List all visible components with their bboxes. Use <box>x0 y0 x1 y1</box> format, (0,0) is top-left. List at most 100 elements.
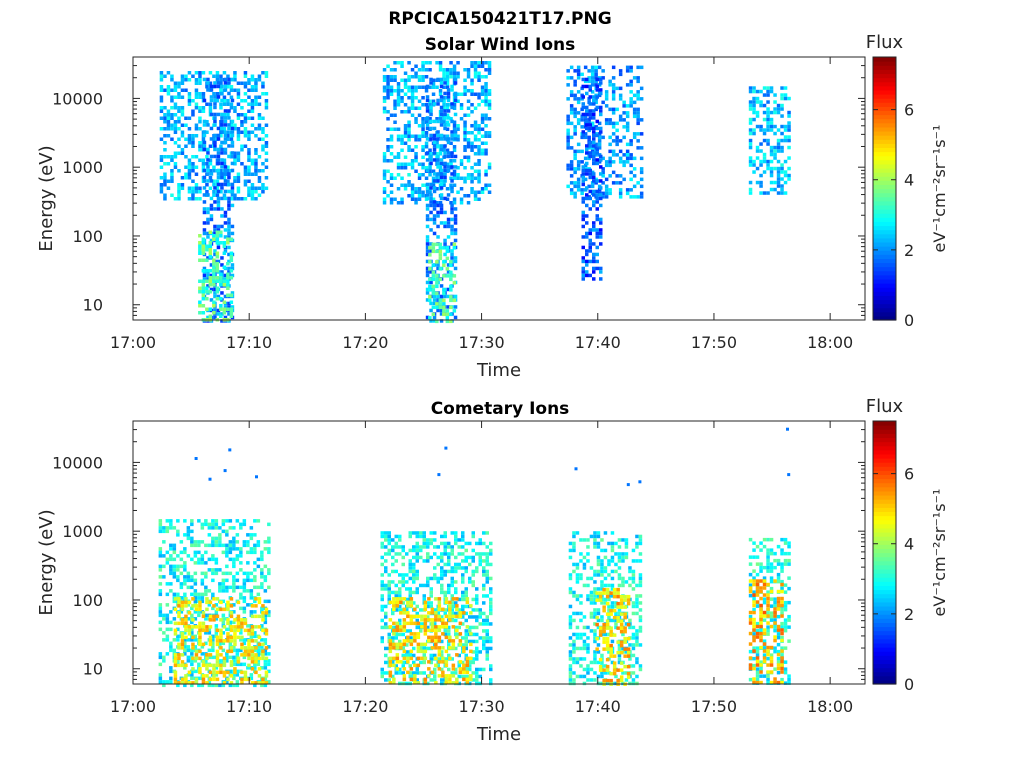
heatmap-cell-3 <box>417 134 422 138</box>
heatmap-cell-4 <box>432 231 437 236</box>
heatmap-cell-8 <box>776 103 781 108</box>
heatmap-cell-7 <box>585 196 589 201</box>
heatmap-cell-1 <box>206 207 210 211</box>
heatmap-cell-7 <box>595 252 599 257</box>
heatmap-cell-0 <box>218 533 222 537</box>
heatmap-cell-0 <box>222 130 227 134</box>
heatmap-cell-4 <box>593 541 597 546</box>
heatmap-cell-8 <box>776 145 781 150</box>
heatmap-cell-4 <box>610 559 615 563</box>
heatmap-cell-0 <box>256 557 261 562</box>
heatmap-cell-6 <box>566 83 570 87</box>
heatmap-cell-2 <box>447 629 451 633</box>
heatmap-cell-0 <box>261 127 265 131</box>
heatmap-cell-4 <box>439 133 444 138</box>
heatmap-cell-0 <box>162 613 166 618</box>
heatmap-cell-3 <box>431 92 436 96</box>
heatmap-cell-2 <box>201 283 206 287</box>
heatmap-cell-0 <box>187 176 192 180</box>
heatmap-cell-2 <box>419 646 423 651</box>
heatmap-cell-7 <box>588 112 592 117</box>
heatmap-cell-1 <box>226 639 230 643</box>
heatmap-cell-0 <box>170 123 174 127</box>
heatmap-cell-0 <box>211 655 215 660</box>
heatmap-cell-4 <box>600 580 604 584</box>
heatmap-cell-7 <box>592 112 596 117</box>
heatmap-cell-2 <box>454 601 458 605</box>
heatmap-cell-3 <box>417 197 422 201</box>
heatmap-cell-1 <box>205 625 209 629</box>
heatmap-cell-4 <box>621 681 625 686</box>
heatmap-cell-0 <box>197 683 201 688</box>
heatmap-cell-3 <box>470 64 474 68</box>
heatmap-cell-2 <box>215 269 220 273</box>
heatmap-cell-4 <box>617 576 622 581</box>
heatmap-cell-0 <box>232 620 236 625</box>
heatmap-cell-0 <box>159 71 164 75</box>
heatmap-cell-1 <box>223 305 228 309</box>
heatmap-cell-0 <box>176 634 180 639</box>
heatmap-cell-6 <box>625 149 630 154</box>
heatmap-cell-4 <box>443 77 447 82</box>
heatmap-cell-2 <box>461 538 465 542</box>
heatmap-cell-2 <box>408 664 412 668</box>
heatmap-cell-7 <box>581 256 585 260</box>
heatmap-cell-3 <box>402 677 407 682</box>
heatmap-cell-3 <box>444 597 449 601</box>
heatmap-cell-3 <box>399 628 403 633</box>
heatmap-cell-2 <box>426 541 430 546</box>
heatmap-cell-0 <box>197 676 201 681</box>
heatmap-cell-8 <box>773 110 777 115</box>
heatmap-cell-4 <box>607 632 611 637</box>
heatmap-cell-3 <box>382 96 387 100</box>
heatmap-cell-4 <box>575 636 580 640</box>
heatmap-cell-0 <box>187 165 192 169</box>
heatmap-cell-2 <box>433 576 437 581</box>
heatmap-cell-0 <box>158 676 163 681</box>
heatmap-cell-4 <box>579 632 583 637</box>
heatmap-cell-2 <box>384 531 388 535</box>
heatmap-cell-2 <box>478 611 482 616</box>
heatmap-cell-6 <box>583 79 588 84</box>
heatmap-cell-0 <box>254 172 258 176</box>
heatmap-cell-4 <box>439 193 444 197</box>
heatmap-cell-2 <box>212 300 216 304</box>
heatmap-cell-2 <box>468 639 472 644</box>
heatmap-cell-3 <box>431 82 436 86</box>
heatmap-cell-4 <box>582 674 587 679</box>
heatmap-cell-1 <box>220 207 224 211</box>
heatmap-cell-4 <box>614 552 618 556</box>
heatmap-cell-3 <box>421 155 425 159</box>
heatmap-cell-0 <box>197 561 201 565</box>
heatmap-cell-1 <box>184 600 188 605</box>
heatmap-cell-3 <box>388 646 393 650</box>
heatmap-cell-3 <box>458 667 463 671</box>
heatmap-cell-4 <box>568 653 573 658</box>
heatmap-cell-0 <box>228 571 233 576</box>
heatmap-cell-1 <box>212 663 216 668</box>
heatmap-cell-3 <box>388 681 393 685</box>
heatmap-cell-0 <box>190 606 194 611</box>
heatmap-cell-2 <box>391 590 395 595</box>
heatmap-cell-8 <box>748 89 753 94</box>
heatmap-cell-0 <box>256 519 261 523</box>
heatmap-cell-0 <box>159 190 164 194</box>
heatmap-cell-1 <box>184 604 188 608</box>
heatmap-cell-7 <box>592 151 596 155</box>
heatmap-cell-8 <box>762 93 767 97</box>
heatmap-cell-0 <box>208 169 213 173</box>
heatmap-cell-2 <box>447 587 451 591</box>
heatmap-cell-3 <box>413 635 417 640</box>
heatmap-cell-4 <box>446 165 451 169</box>
heatmap-cell-3 <box>400 99 404 103</box>
heatmap-cell-8 <box>780 138 784 143</box>
heatmap-cell-1 <box>191 646 195 650</box>
heatmap-cell-0 <box>212 190 216 194</box>
heatmap-cell-2 <box>412 646 416 651</box>
heatmap-cell-4 <box>593 569 597 574</box>
heatmap-cell-3 <box>424 89 429 93</box>
heatmap-cell-2 <box>440 678 444 682</box>
heatmap-cell-6 <box>590 184 595 189</box>
heatmap-cell-4 <box>610 569 615 574</box>
heatmap-cell-4 <box>443 252 447 257</box>
